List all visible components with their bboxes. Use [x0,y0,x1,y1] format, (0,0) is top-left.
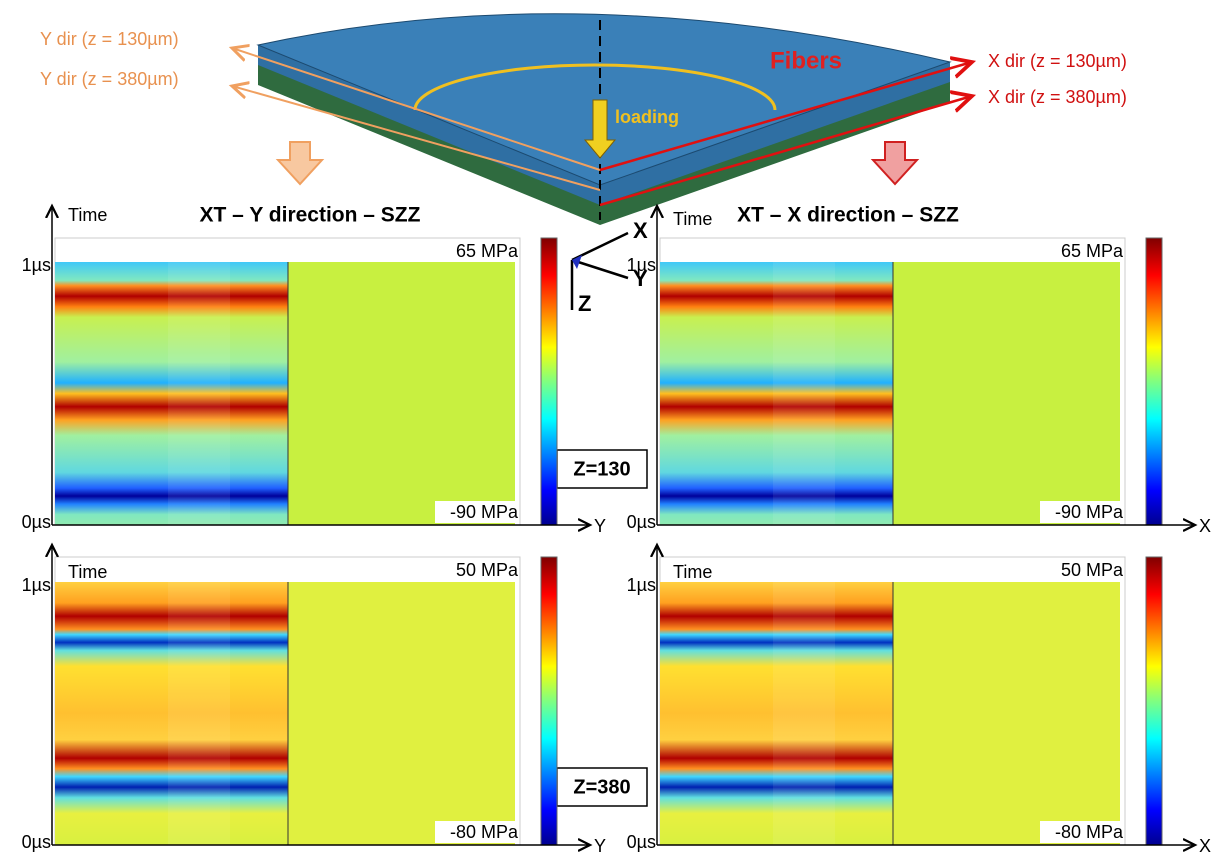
heatmap-flat [288,582,515,845]
x-dir-label: X dir (z = 130µm) [988,51,1127,71]
colorbar [1145,237,1163,526]
triad-label: X [633,218,648,243]
specimen [232,13,972,225]
bottom-label: 0µs [627,512,656,532]
heatmap-flat [893,582,1120,845]
y-dir-label: Y dir (z = 380µm) [40,69,179,89]
heatmap-flat [893,262,1120,525]
label-bg [1040,821,1124,843]
bottom-label: 0µs [22,832,51,852]
axis-label: X [1199,516,1211,536]
heatmap-flat [288,262,515,525]
time-label: Time [68,205,107,225]
label-bg [435,240,519,262]
label-bg [1040,559,1124,581]
label-bg [435,501,519,523]
min-label: -90 MPa [450,502,519,522]
y-dir-line [232,48,601,171]
side-right-top [600,62,950,205]
max-label: 65 MPa [1061,241,1124,261]
colorbar [540,556,558,846]
min-label: -80 MPa [450,822,519,842]
label-bg [435,559,519,581]
x-dir-label: X dir (z = 380µm) [988,87,1127,107]
time-label: Time [68,562,107,582]
heatmap-bands [660,262,893,525]
heatmap-bands [660,582,893,845]
time-label: Time [673,209,712,229]
bottom-label: 0µs [22,512,51,532]
axis-label: X [1199,836,1211,854]
triad: X Y Z [570,218,648,316]
panels: Time 1µs 0µs 65 MPa -90 MPa Y Time 1µs 0µs 65 MPa… [22,205,1211,854]
top-label: 1µs [22,255,51,275]
top-surface [256,13,952,186]
heatmap-bands [55,262,288,525]
depth-label: Z=130 [573,458,630,480]
max-label: 50 MPa [456,560,519,580]
heatmap-shade [168,262,230,525]
x-dir-line [599,62,972,172]
x-dir-line [599,96,972,207]
down-arrow-right [870,141,920,186]
colorbar [1145,556,1163,846]
triad-label: Z [578,291,591,316]
label-bg [435,821,519,843]
loading-arrow [583,99,617,159]
heatmap-shade [773,582,835,845]
label-bg [1040,240,1124,262]
axis-label: Y [594,836,606,854]
triad-label: Y [633,266,648,291]
heatmap-shade [773,262,835,525]
bottom-label: 0µs [627,832,656,852]
colorbar [540,237,558,526]
top-label: 1µs [627,255,656,275]
panel-title: XT – X direction – SZZ [737,204,959,227]
time-label: Time [673,562,712,582]
max-label: 50 MPa [1061,560,1124,580]
axis-label: Y [594,516,606,536]
y-dir-label: Y dir (z = 130µm) [40,29,179,49]
triad-axis [571,258,629,280]
panel-title: XT – Y direction – SZZ [200,204,421,227]
label-bg [1040,501,1124,523]
top-label: 1µs [627,575,656,595]
min-label: -90 MPa [1055,502,1124,522]
depth-label: Z=380 [573,776,630,798]
max-label: 65 MPa [456,241,519,261]
min-label: -80 MPa [1055,822,1124,842]
loading-label: loading [615,107,679,127]
top-label: 1µs [22,575,51,595]
heatmap-bands [55,582,288,845]
down-arrow-left [275,141,325,186]
heatmap-shade [168,582,230,845]
triad-corner [572,255,582,269]
y-dir-line [232,86,601,191]
fibers-label: Fibers [770,47,842,74]
